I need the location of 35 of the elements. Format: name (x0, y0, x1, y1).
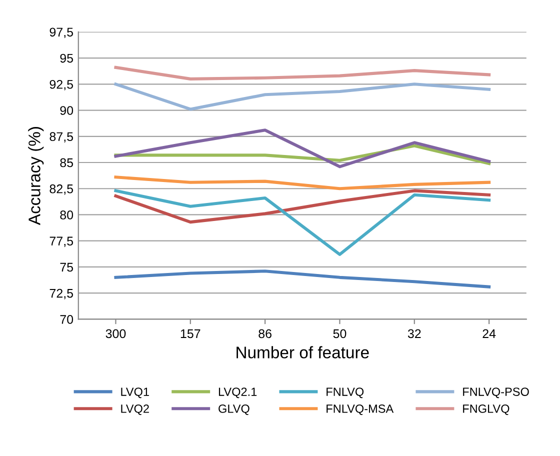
y-tick-label: 97,5 (50, 28, 74, 38)
y-tick-label: 92,5 (50, 80, 74, 90)
legend-label: LVQ1 (121, 388, 149, 398)
line-series (114, 66, 491, 80)
y-axis-title: Accuracy (%) (28, 127, 44, 226)
line-series (114, 189, 491, 224)
line-series (114, 128, 491, 168)
y-tick-label: 95 (60, 54, 74, 63)
x-tick-label: 86 (258, 329, 272, 338)
x-axis-title: Number of feature (236, 346, 369, 358)
y-tick-label: 87,5 (50, 132, 74, 143)
y-tick-label: 75 (60, 262, 74, 272)
legend-label: FNLVQ-PSO (463, 388, 529, 398)
legend-label: LVQ2.1 (218, 388, 257, 398)
line-series (114, 270, 491, 288)
legend-label: FNLVQ (326, 388, 364, 398)
y-tick-label: 72,5 (50, 288, 74, 300)
legend-label: FNGLVQ (463, 404, 510, 415)
line-series (114, 176, 491, 190)
x-tick-label: 24 (482, 329, 496, 338)
legend-label: FNLVQ-MSA (326, 404, 394, 415)
y-tick-label: 80 (60, 210, 74, 220)
line-series (114, 189, 491, 256)
x-tick-label: 300 (106, 329, 126, 338)
x-tick-label: 157 (180, 329, 200, 338)
y-tick-label: 77,5 (50, 236, 74, 247)
legend-label: LVQ2 (121, 404, 149, 415)
y-tick-label: 85 (60, 158, 74, 168)
line-series (114, 82, 491, 111)
x-tick-label: 50 (333, 329, 346, 338)
y-tick-label: 90 (60, 106, 74, 115)
y-tick-label: 70 (60, 315, 74, 324)
legend-label: GLVQ (218, 404, 250, 415)
x-tick-label: 32 (408, 329, 421, 338)
y-tick-label: 82,5 (50, 184, 74, 195)
